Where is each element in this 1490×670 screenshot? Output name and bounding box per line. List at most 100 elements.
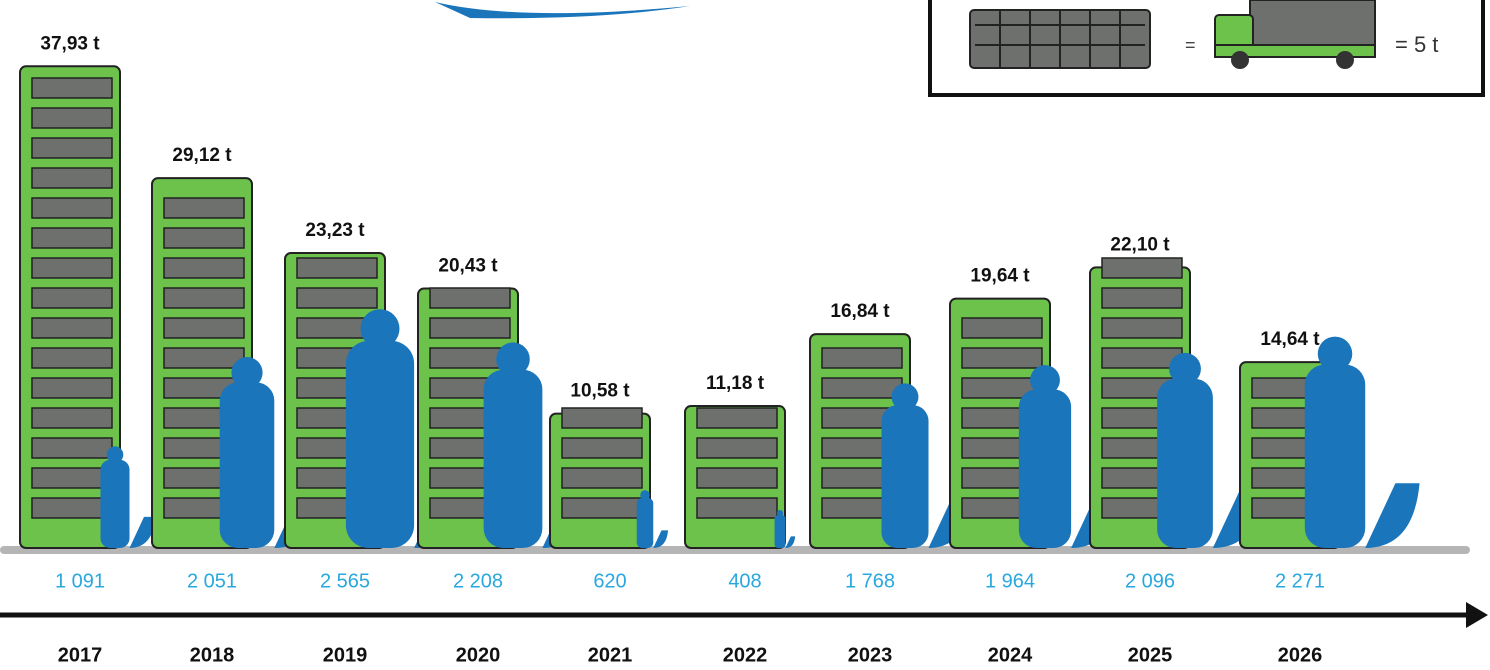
truck-body	[696, 437, 778, 459]
truck-body	[696, 497, 778, 519]
volunteer-label: 2 208	[453, 570, 503, 592]
truck-body	[31, 107, 113, 129]
volunteer-head	[360, 309, 400, 349]
truck-body	[1101, 287, 1183, 309]
volunteer-head	[776, 510, 784, 517]
truck-body	[296, 287, 378, 309]
truck-body	[696, 467, 778, 489]
year-label: 2024	[988, 644, 1033, 666]
truck-body	[31, 227, 113, 249]
truck-body	[429, 317, 511, 339]
truck-body	[429, 287, 511, 309]
year-label: 2025	[1128, 644, 1173, 666]
volunteer-label: 408	[728, 570, 761, 592]
volunteer-figure	[1157, 378, 1213, 548]
truck-body	[163, 197, 245, 219]
trash-bag	[129, 516, 156, 548]
truck-body	[961, 347, 1043, 369]
trash-bag	[785, 536, 796, 548]
year-label: 2022	[723, 644, 768, 666]
truck-body	[163, 227, 245, 249]
volunteer-label: 2 051	[187, 570, 237, 592]
tonnage-label: 11,18 t	[706, 373, 765, 394]
truck-body	[163, 257, 245, 279]
truck-body	[31, 137, 113, 159]
volunteer-label: 1 964	[985, 570, 1035, 592]
volunteer-figure	[1018, 389, 1072, 548]
tonnage-label: 37,93 t	[40, 33, 100, 54]
truck-body	[561, 467, 643, 489]
tonnage-label: 22,10 t	[1110, 234, 1170, 255]
truck-body	[31, 407, 113, 429]
volunteer-figure	[100, 459, 130, 548]
truck-body	[31, 377, 113, 399]
tonnage-label: 10,58 t	[570, 381, 630, 402]
truck-body	[296, 257, 378, 279]
truck-body	[31, 257, 113, 279]
year-label: 2021	[588, 644, 633, 666]
year-label: 2020	[456, 644, 501, 666]
volunteer-label: 2 565	[320, 570, 370, 592]
truck-body	[961, 317, 1043, 339]
volunteer-figure	[881, 405, 929, 548]
tonnage-label: 19,64 t	[970, 266, 1030, 287]
tonnage-label: 20,43 t	[438, 256, 498, 277]
volunteer-head	[1030, 365, 1060, 396]
truck-body	[31, 497, 113, 519]
truck-body	[561, 407, 643, 429]
truck-body	[31, 317, 113, 339]
truck-body	[561, 497, 643, 519]
legend-equals: =	[1185, 35, 1196, 55]
volunteer-figure	[219, 382, 275, 548]
year-label: 2019	[323, 644, 368, 666]
truck-body	[31, 167, 113, 189]
volunteer-figure	[483, 369, 543, 548]
volunteer-label: 1 768	[845, 570, 895, 592]
truck-body	[1101, 317, 1183, 339]
truck-body	[31, 347, 113, 369]
truck-body	[163, 287, 245, 309]
year-label: 2018	[190, 644, 235, 666]
volunteer-figure	[1304, 364, 1366, 548]
legend-unit: = 5 t	[1395, 32, 1438, 57]
volunteer-head	[496, 342, 530, 376]
truck-body	[1101, 257, 1183, 279]
truck-body	[163, 347, 245, 369]
volunteer-head	[106, 446, 124, 464]
volunteer-figure	[636, 497, 654, 548]
tonnage-label: 23,23 t	[305, 220, 365, 241]
volunteer-label: 620	[593, 570, 626, 592]
volunteer-head	[231, 357, 263, 389]
truck-body	[31, 77, 113, 99]
truck-body	[31, 467, 113, 489]
truck-body	[31, 287, 113, 309]
volunteer-figure	[345, 340, 415, 548]
axis-arrow	[1466, 602, 1488, 628]
volunteer-head	[891, 383, 919, 411]
volunteer-label: 1 091	[55, 570, 105, 592]
marks: 37,93 t 1 091 2017 29,12 t 2 051 2018 23,23 t 2…	[19, 33, 1420, 666]
truck-body	[821, 347, 903, 369]
tonnage-label: 16,84 t	[830, 301, 890, 322]
trash-bag	[653, 530, 669, 548]
year-label: 2017	[58, 644, 103, 666]
tonnage-label: 14,64 t	[1260, 329, 1320, 350]
year-label: 2023	[848, 644, 893, 666]
year-label: 2026	[1278, 644, 1323, 666]
trash-bag	[1365, 483, 1420, 548]
logo-fragment	[435, 2, 690, 19]
volunteer-head	[1317, 336, 1353, 372]
truck-body	[163, 317, 245, 339]
truck-body	[561, 437, 643, 459]
volunteer-head	[1169, 352, 1201, 385]
truck-body	[31, 197, 113, 219]
volunteer-label: 2 096	[1125, 570, 1175, 592]
volunteer-figure	[774, 515, 786, 548]
legend-truck	[1214, 0, 1376, 69]
truck-body	[696, 407, 778, 429]
tonnage-label: 29,12 t	[172, 145, 232, 166]
truck-body	[31, 437, 113, 459]
legend-bins	[969, 9, 1151, 69]
